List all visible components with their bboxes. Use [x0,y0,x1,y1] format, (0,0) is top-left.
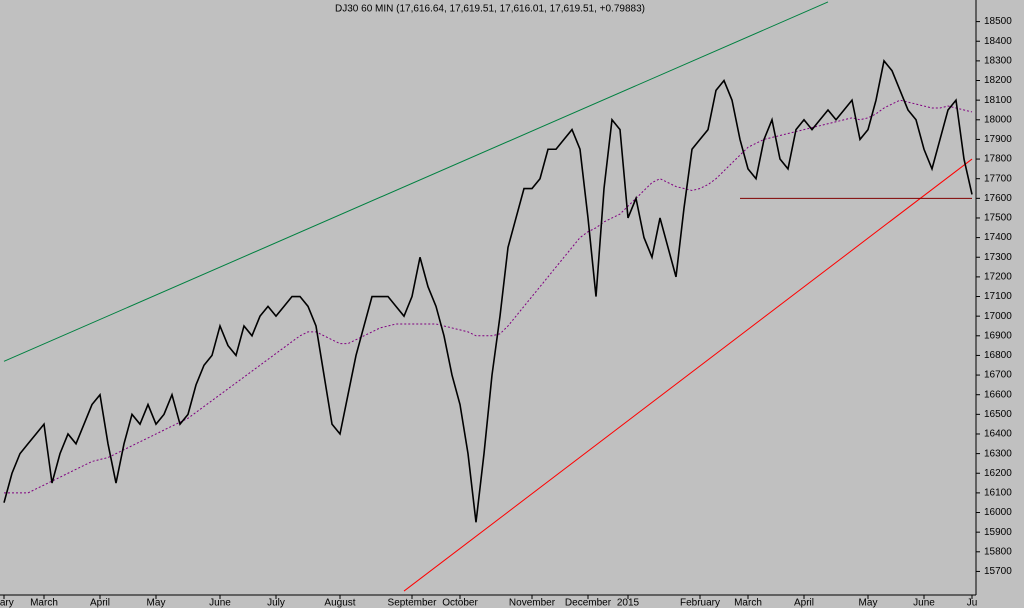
x-tick-label: March [734,598,762,608]
y-tick-label: 17200 [984,272,1012,283]
y-tick-label: 17900 [984,134,1012,145]
x-tick-label: August [324,598,355,608]
y-tick-label: 16200 [984,468,1012,479]
y-tick-label: 16100 [984,488,1012,499]
price-line [3,59,973,523]
y-tick-label: 18400 [984,36,1012,47]
y-tick-label: 18500 [984,16,1012,27]
y-tick-label: 18300 [984,56,1012,67]
x-tick-label: November [509,598,556,608]
x-tick-label: December [565,598,612,608]
y-tick-label: 17300 [984,252,1012,263]
y-tick-label: 15700 [984,566,1012,577]
chart-title: DJ30 60 MIN (17,616.64, 17,619.51, 17,61… [335,4,645,15]
y-tick-label: 17800 [984,154,1012,165]
y-tick-label: 17000 [984,311,1012,322]
x-tick-label: March [30,598,58,608]
y-tick-label: 15900 [984,527,1012,538]
x-tick-label: May [859,598,878,608]
y-tick-label: 16500 [984,409,1012,420]
y-tick-label: 18100 [984,95,1012,106]
x-tick-label: April [794,598,814,608]
y-tick-label: 18000 [984,114,1012,125]
y-tick-label: 17500 [984,213,1012,224]
x-tick-label: October [442,598,478,608]
y-tick-label: 16000 [984,507,1012,518]
y-tick-label: 18200 [984,75,1012,86]
x-tick-label: Ju [967,598,978,608]
x-tick-label: April [90,598,110,608]
y-tick-label: 16900 [984,330,1012,341]
y-tick-label: 16400 [984,429,1012,440]
y-tick-label: 17100 [984,291,1012,302]
y-tick-label: 15800 [984,546,1012,557]
x-tick-label: July [267,598,285,608]
x-tick-label: May [147,598,166,608]
x-tick-label: February [680,598,720,608]
price-line [4,99,973,494]
x-tick-label: September [388,598,438,608]
y-tick-label: 17400 [984,232,1012,243]
trend-line [3,1,829,362]
y-tick-label: 16300 [984,448,1012,459]
y-tick-label: 17700 [984,173,1012,184]
x-tick-label: June [913,598,935,608]
x-tick-label: June [209,598,231,608]
y-tick-label: 16700 [984,370,1012,381]
x-tick-label: uary [0,598,14,608]
trend-line [403,158,973,592]
y-tick-label: 16800 [984,350,1012,361]
x-tick-label: 2015 [617,598,640,608]
y-tick-label: 17600 [984,193,1012,204]
y-tick-label: 16600 [984,389,1012,400]
